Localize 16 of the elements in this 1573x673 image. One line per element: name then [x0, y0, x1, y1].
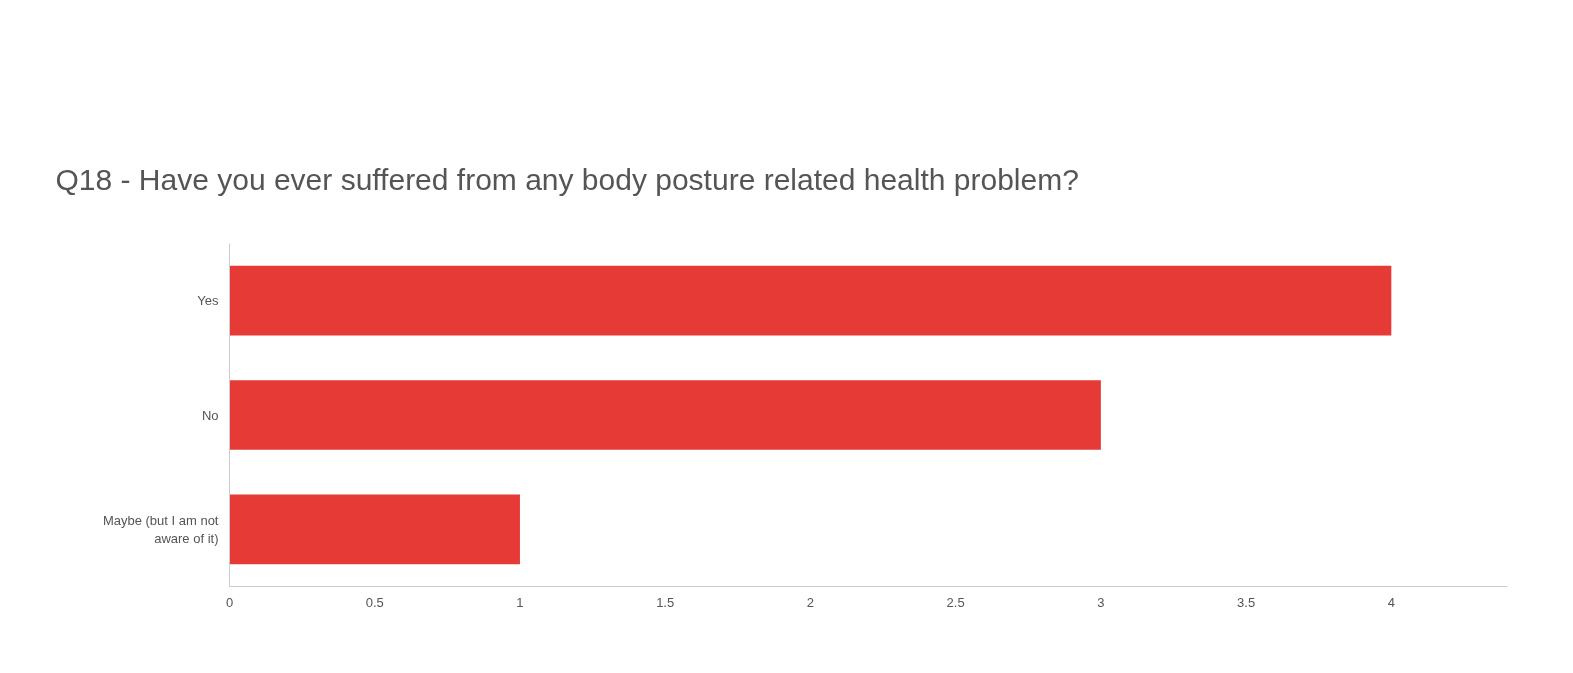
x-tick-label: 3	[1097, 594, 1105, 610]
x-tick-label: 1.5	[656, 594, 675, 610]
bar	[229, 494, 520, 565]
chart-title: Q18 - Have you ever suffered from any body posture related health problem?	[55, 163, 1079, 196]
x-tick-label: 1	[516, 594, 524, 610]
bar	[229, 265, 1392, 336]
y-tick-label: No	[201, 407, 219, 423]
bar	[229, 380, 1101, 450]
x-tick-label: 0.5	[365, 594, 384, 610]
y-tick-label: Yes	[197, 293, 219, 309]
x-tick-label: 2.5	[946, 594, 965, 610]
x-tick-label: 3.5	[1237, 594, 1256, 610]
x-tick-label: 2	[806, 594, 815, 610]
x-tick-label: 4	[1387, 594, 1395, 610]
x-tick-label: 0	[225, 594, 234, 610]
y-tick-label: Maybe (but I am not aware of it)	[102, 512, 219, 546]
